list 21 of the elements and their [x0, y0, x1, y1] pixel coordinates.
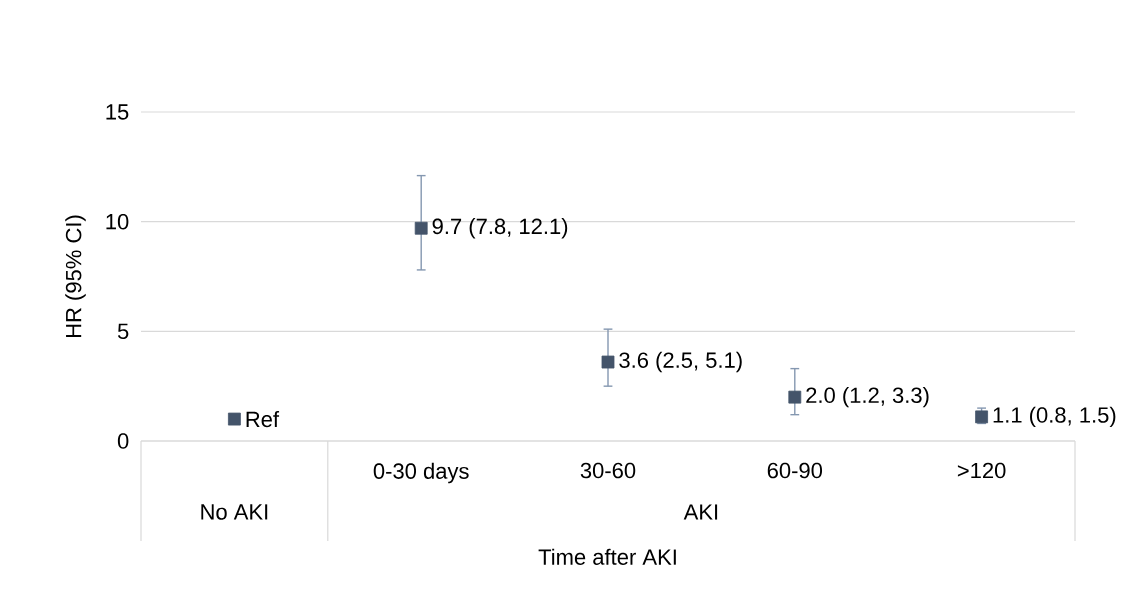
x-tick-label: 60-90 — [767, 462, 823, 479]
data-label: 2.0 (1.2, 3.3) — [806, 386, 929, 408]
data-label: 9.7 (7.8, 12.1) — [432, 218, 568, 239]
x-tick-label: 30-60 — [580, 462, 636, 479]
text: No AKI — [201, 504, 268, 520]
point — [788, 390, 802, 404]
x-tick-label: 0-30 days — [373, 462, 469, 484]
y-tick-label: 10 — [106, 213, 129, 230]
point — [601, 355, 615, 369]
point — [228, 412, 241, 426]
text: AKI — [683, 504, 718, 520]
data-label: 1.1 (0.8, 1.5) — [993, 406, 1116, 428]
y-axis-title: HR (95% CI) — [65, 215, 86, 338]
point — [414, 221, 428, 235]
data-label: Ref — [246, 411, 280, 428]
y-tick-label: 5 — [117, 323, 129, 340]
data-label: 3.6 (2.5, 5.1) — [619, 351, 742, 373]
y-tick-label: 0 — [117, 433, 129, 449]
x-tick-label: >120 — [957, 462, 1006, 479]
x-axis-title: Time after AKI — [538, 548, 676, 565]
y-tick-label: 15 — [106, 104, 129, 120]
